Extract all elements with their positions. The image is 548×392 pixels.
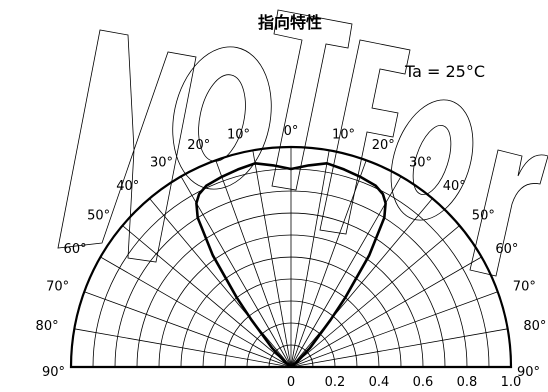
grid-spoke: [180, 176, 292, 368]
grid-spoke: [122, 225, 292, 368]
condition-annotation: Ta = 25°C: [404, 62, 485, 81]
watermark-letter-r: [469, 149, 548, 277]
radial-label: 0.6: [413, 375, 434, 390]
series-curve: [195, 162, 387, 368]
chart-title: 指向特性: [258, 13, 322, 32]
angle-label: 90°: [517, 365, 540, 380]
grid-spoke: [215, 160, 292, 368]
chart-frame: [69, 145, 513, 369]
watermark-letter-f: [319, 39, 411, 235]
radial-label: 0: [287, 375, 295, 390]
grid-spoke: [252, 150, 292, 368]
angle-label: 70°: [513, 279, 536, 294]
angle-label: 40°: [116, 179, 139, 194]
angle-label: 70°: [46, 279, 69, 294]
angle-label: 30°: [409, 156, 432, 171]
angle-labels: 90° 80° 70° 60° 50° 40° 30° 20° 10° 0° 10° 20° 30° 40…: [36, 124, 547, 380]
radial-label: 1.0: [501, 375, 522, 390]
grid-spoke: [290, 198, 433, 368]
angle-label: 40°: [443, 179, 466, 194]
angle-label: 90°: [42, 365, 65, 380]
angle-label: 50°: [87, 208, 110, 223]
grid-spoke: [290, 160, 367, 368]
watermark: [57, 9, 548, 277]
grid-spoke: [149, 198, 292, 368]
watermark-letter-t: [271, 9, 353, 191]
grid-spoke: [290, 328, 508, 368]
angle-label: 80°: [36, 319, 59, 334]
watermark-letter-o2-inner: [412, 125, 452, 195]
grid-spoke: [290, 225, 460, 368]
angle-label: 10°: [227, 128, 250, 143]
angle-label: 30°: [150, 156, 173, 171]
angle-label: 20°: [372, 138, 395, 153]
polar-grid: [74, 147, 508, 368]
radial-label: 0.8: [457, 375, 478, 390]
grid-spoke: [100, 256, 292, 368]
grid-spoke: [290, 150, 330, 368]
angle-label: 60°: [64, 242, 87, 257]
angle-label: 10°: [332, 128, 355, 143]
radial-labels: 0 0.2 0.4 0.6 0.8 1.0: [287, 375, 521, 390]
angle-label: 60°: [495, 242, 518, 257]
angle-label: 0°: [284, 124, 299, 139]
watermark-letter-o-outer: [172, 46, 272, 190]
angle-label: 50°: [472, 208, 495, 223]
angle-label: 80°: [523, 319, 546, 334]
grid-spoke: [290, 256, 482, 368]
watermark-letter-o2-outer: [390, 99, 474, 221]
grid-spoke: [290, 176, 402, 368]
grid-spoke: [290, 291, 498, 368]
angle-label: 20°: [187, 138, 210, 153]
radial-label: 0.2: [325, 375, 346, 390]
grid-spoke: [74, 328, 292, 368]
grid-spoke: [84, 291, 292, 368]
watermark-letter-n: [57, 29, 197, 263]
radial-label: 0.4: [369, 375, 390, 390]
